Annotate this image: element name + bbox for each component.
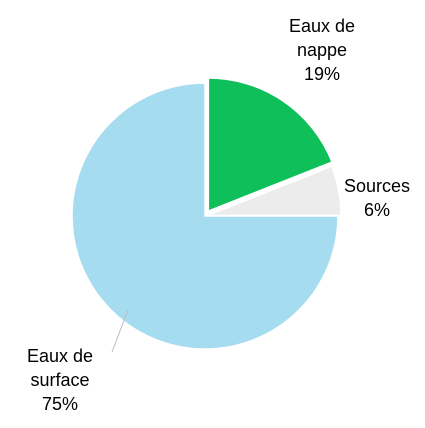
value-label: 6% xyxy=(363,200,390,220)
category-label: Sources xyxy=(343,176,411,196)
leader-line xyxy=(111,309,129,353)
pie-slice xyxy=(207,165,342,217)
value-label: 75% xyxy=(41,394,79,414)
slice-label: Sources 6% xyxy=(332,174,422,222)
pie-slice xyxy=(207,77,334,213)
category-label: Eaux de nappe xyxy=(288,16,356,60)
pie-slice xyxy=(71,82,339,350)
category-label: Eaux de surface xyxy=(26,346,94,390)
value-label: 19% xyxy=(303,64,341,84)
slice-label: Eaux de surface 75% xyxy=(5,344,115,416)
slice-label: Eaux de nappe 19% xyxy=(272,14,372,86)
